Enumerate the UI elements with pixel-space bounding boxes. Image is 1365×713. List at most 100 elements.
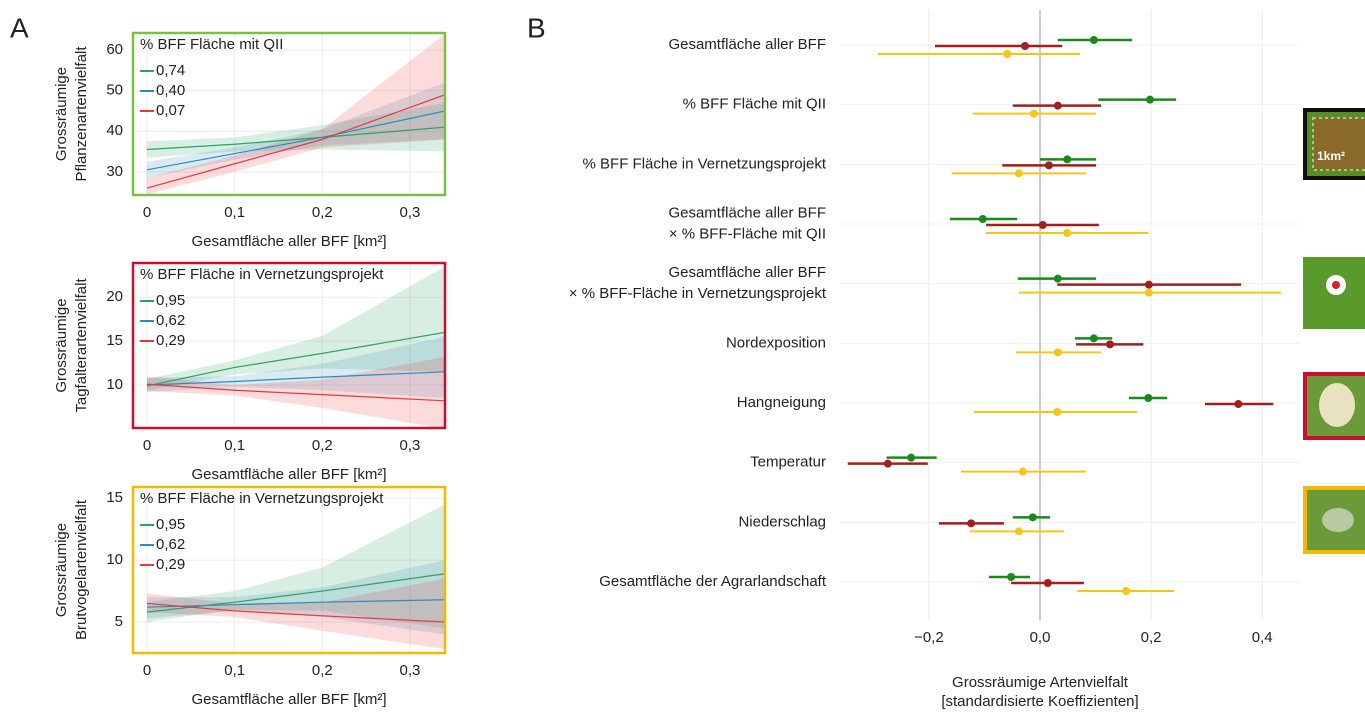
legend-label: 0,62	[156, 312, 185, 329]
x-axis-label: [standardisierte Koeffizienten]	[941, 693, 1138, 710]
category-label: Gesamtfläche aller BFF	[668, 204, 826, 221]
y-axis-label: Grossräumige	[53, 298, 70, 392]
x-tick-label: 0,1	[224, 437, 245, 454]
y-tick-label: 30	[106, 163, 123, 180]
x-tick-label: −0,2	[914, 629, 944, 646]
confidence-band	[147, 560, 445, 635]
x-tick-label: 0,2	[312, 662, 333, 679]
icons	[1303, 108, 1365, 554]
point	[883, 459, 892, 468]
point	[1063, 155, 1072, 164]
category-label: Gesamtfläche der Agrarlandschaft	[599, 573, 827, 590]
point	[1053, 408, 1062, 416]
icon-bird-body	[1322, 508, 1354, 532]
category-label: × % BFF-Fläche in Vernetzungsprojekt	[569, 285, 827, 302]
point	[978, 215, 987, 223]
point	[1038, 221, 1047, 229]
point	[1053, 274, 1062, 283]
point	[1018, 467, 1027, 476]
point	[1007, 573, 1016, 581]
y-tick-label: 20	[106, 288, 123, 305]
x-tick-label: 0,2	[312, 437, 333, 454]
panel-frame	[131, 31, 447, 197]
category-label: % BFF Fläche mit QII	[683, 96, 826, 113]
y-tick-label: 15	[106, 332, 123, 349]
confidence-band	[147, 504, 445, 629]
line	[146, 126, 445, 151]
category-label: % BFF Fläche in Vernetzungsprojekt	[583, 155, 827, 172]
legend-label: 0,74	[156, 62, 185, 79]
y-tick-label: 15	[106, 489, 123, 506]
point	[1063, 229, 1072, 237]
category-label: Gesamtfläche aller BFF	[668, 264, 826, 281]
icon-label: 1km²	[1317, 149, 1345, 163]
icon-grid-inner	[1312, 117, 1365, 171]
point	[1028, 513, 1037, 522]
icon-butterfly-wings	[1319, 383, 1355, 427]
y-tick-label: 60	[106, 41, 123, 58]
category-label: Nordexposition	[726, 334, 826, 351]
x-tick-label: 0,1	[224, 204, 245, 221]
panel-frame	[131, 261, 447, 430]
legend-label: 0,07	[156, 102, 185, 119]
line	[147, 599, 445, 608]
confidence-band	[147, 336, 445, 399]
point	[1014, 169, 1023, 178]
point	[1144, 394, 1153, 402]
point	[967, 519, 976, 528]
x-axis-label: Gesamtfläche aller BFF [km²]	[191, 233, 386, 250]
confidence-band	[147, 33, 445, 195]
legend-label: 0,40	[156, 82, 185, 99]
panel-label: A	[10, 12, 29, 43]
icon-flower-center	[1332, 281, 1340, 289]
confidence-band	[147, 102, 445, 158]
panel-label: B	[527, 12, 546, 43]
category-label: Temperatur	[750, 454, 826, 471]
x-tick-label: 0	[143, 204, 151, 221]
category-label: × % BFF-Fläche mit QII	[669, 225, 826, 242]
point	[1044, 161, 1053, 170]
category-label: Niederschlag	[738, 513, 826, 530]
y-tick-label: 10	[106, 551, 123, 568]
plot-area	[146, 33, 445, 195]
y-tick-label: 40	[106, 122, 123, 139]
line	[146, 94, 445, 189]
legend-title: % BFF Fläche in Vernetzungsprojekt	[140, 490, 384, 507]
y-tick-label: 50	[106, 82, 123, 99]
x-tick-label: 0,3	[400, 437, 421, 454]
x-tick-label: 0,4	[1252, 629, 1273, 646]
legend-label: 0,29	[156, 556, 185, 573]
point	[907, 453, 916, 462]
x-tick-label: 0,3	[400, 204, 421, 221]
x-axis-label: Gesamtfläche aller BFF [km²]	[191, 691, 386, 708]
point	[1106, 340, 1114, 349]
x-tick-label: 0,3	[400, 662, 421, 679]
x-tick-label: 0	[143, 662, 151, 679]
x-tick-label: 0,2	[312, 204, 333, 221]
legend-label: 0,95	[156, 516, 185, 533]
point	[1053, 348, 1062, 357]
x-tick-label: 0,0	[1030, 629, 1051, 646]
point	[1029, 109, 1038, 118]
x-tick-label: 0	[143, 437, 151, 454]
plot-area	[146, 504, 445, 650]
y-axis-label: Pflanzenartenvielfalt	[73, 46, 90, 182]
point	[1053, 101, 1062, 110]
y-axis-label: Grossräumige	[53, 523, 70, 617]
legend-title: % BFF Fläche mit QII	[140, 36, 283, 53]
point	[1146, 95, 1154, 104]
line	[146, 371, 445, 386]
y-tick-label: 10	[106, 376, 123, 393]
line	[146, 331, 445, 387]
point	[1089, 334, 1098, 343]
point	[1234, 400, 1243, 408]
legend-title: % BFF Fläche in Vernetzungsprojekt	[140, 266, 384, 283]
legend-label: 0,95	[156, 292, 185, 309]
point	[1122, 587, 1131, 595]
y-axis-label: Tagfalterartenvielfalt	[73, 278, 90, 413]
y-axis-label: Grossräumige	[53, 67, 70, 161]
plot-area	[146, 266, 445, 428]
line	[146, 602, 445, 623]
point	[1043, 579, 1052, 587]
line	[146, 383, 445, 402]
